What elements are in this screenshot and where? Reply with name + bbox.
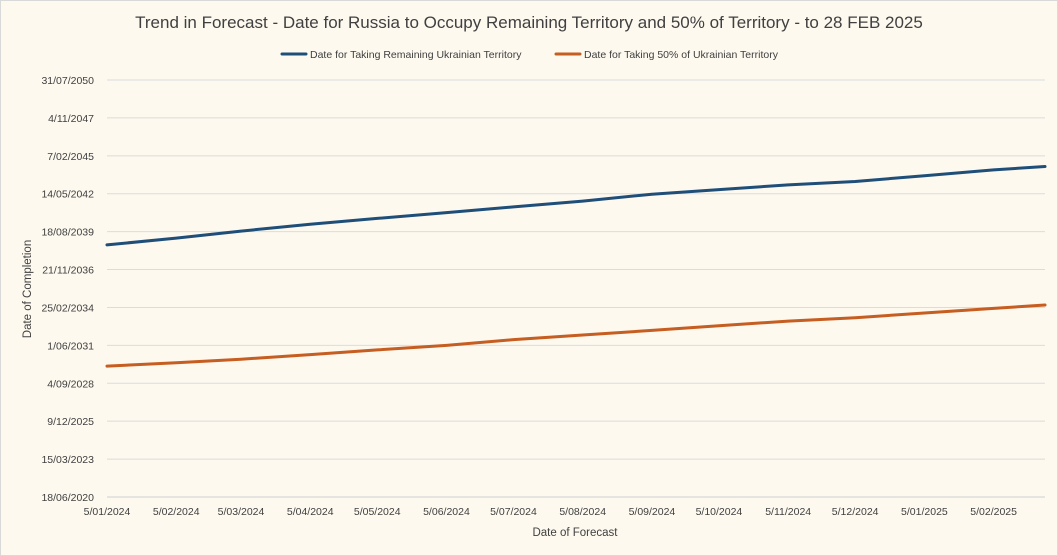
y-tick-label: 31/07/2050 — [41, 75, 94, 87]
series-lines — [105, 165, 1047, 368]
series-line-1 — [105, 165, 1047, 247]
y-tick-label: 1/06/2031 — [47, 340, 94, 352]
x-axis-title: Date of Forecast — [532, 527, 618, 539]
chart-title: Trend in Forecast - Date for Russia to O… — [135, 13, 923, 32]
x-tick-label: 5/03/2024 — [218, 506, 265, 518]
y-axis-ticks: 18/06/2020 15/03/2023 9/12/2025 4/09/2028 1/… — [41, 75, 94, 504]
x-tick-label: 5/09/2024 — [629, 506, 676, 518]
legend: Date for Taking Remaining Ukrainian Terr… — [280, 49, 779, 61]
y-tick-label: 14/05/2042 — [41, 189, 94, 201]
x-tick-label: 5/05/2024 — [354, 506, 401, 518]
x-tick-label: 5/02/2025 — [970, 506, 1017, 518]
legend-label-1: Date for Taking Remaining Ukrainian Terr… — [310, 49, 522, 61]
x-tick-label: 5/07/2024 — [490, 506, 537, 518]
x-tick-label: 5/02/2024 — [153, 506, 200, 518]
y-tick-label: 18/06/2020 — [41, 492, 94, 504]
x-tick-label: 5/06/2024 — [423, 506, 470, 518]
x-tick-label: 5/04/2024 — [287, 506, 334, 518]
x-tick-label: 5/01/2025 — [901, 506, 948, 518]
y-tick-label: 7/02/2045 — [47, 151, 94, 163]
y-tick-label: 9/12/2025 — [47, 416, 94, 428]
x-tick-label: 5/11/2024 — [765, 506, 811, 518]
series-line-2 — [105, 303, 1047, 368]
x-tick-label: 5/12/2024 — [832, 506, 879, 518]
gridlines — [107, 79, 1045, 498]
x-tick-label: 5/01/2024 — [84, 506, 131, 518]
y-tick-label: 15/03/2023 — [41, 454, 94, 466]
y-tick-label: 25/02/2034 — [41, 302, 94, 314]
y-axis-title: Date of Completion — [22, 240, 34, 338]
y-tick-label: 21/11/2036 — [42, 265, 94, 277]
x-tick-label: 5/10/2024 — [696, 506, 743, 518]
x-tick-label: 5/08/2024 — [559, 506, 606, 518]
x-axis-ticks: 5/01/2024 5/02/2024 5/03/2024 5/04/2024 5/05… — [84, 506, 1018, 518]
y-tick-label: 18/08/2039 — [41, 227, 94, 239]
y-tick-label: 4/11/2047 — [48, 113, 94, 125]
y-tick-label: 4/09/2028 — [47, 378, 94, 390]
legend-label-2: Date for Taking 50% of Ukrainian Territo… — [584, 49, 779, 61]
